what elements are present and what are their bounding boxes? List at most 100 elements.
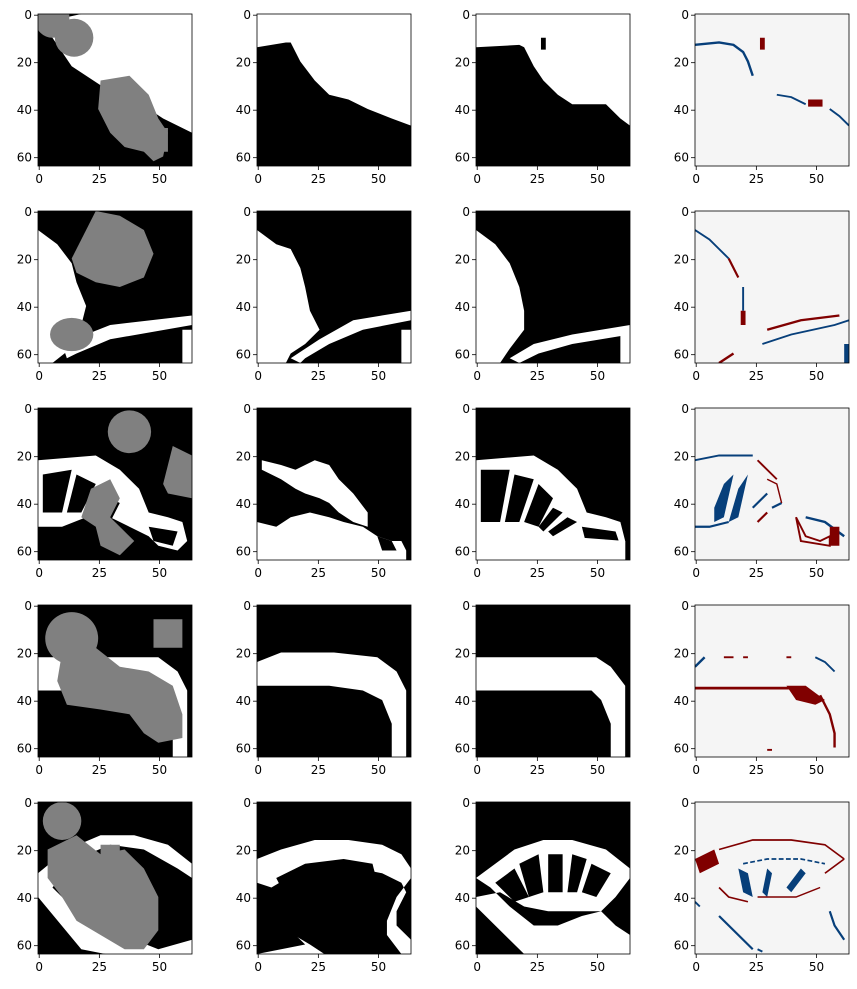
y-tick-label: 20: [455, 647, 470, 661]
y-tick-label: 0: [462, 8, 470, 22]
panel-r4-c2: [476, 802, 630, 954]
x-tick-label: 50: [371, 960, 386, 974]
row-4: [38, 802, 849, 954]
x-tick-label: 50: [590, 172, 605, 186]
axes-frame: [37, 13, 193, 167]
y-tick-label: 0: [462, 796, 470, 810]
axes-r0-c2: 0 25 50 0 20 40 60: [455, 8, 631, 186]
y-tick-label: 40: [674, 694, 689, 708]
y-tick-label: 40: [455, 891, 470, 905]
x-tick-label: 50: [371, 369, 386, 383]
y-tick-label: 0: [24, 205, 32, 219]
axes-frame: [475, 407, 631, 561]
y-tick-label: 60: [17, 742, 32, 756]
y-tick-label: 0: [24, 599, 32, 613]
y-tick-label: 40: [674, 103, 689, 117]
x-tick-label: 0: [254, 960, 262, 974]
y-tick-label: 60: [455, 545, 470, 559]
y-tick-label: 0: [243, 8, 251, 22]
panel-r2-c2: [476, 408, 630, 560]
y-tick-label: 60: [236, 545, 251, 559]
x-tick-label: 25: [749, 369, 764, 383]
y-tick-label: 0: [681, 599, 689, 613]
x-tick-label: 0: [692, 369, 700, 383]
y-tick-label: 40: [236, 300, 251, 314]
x-tick-label: 50: [371, 172, 386, 186]
y-tick-label: 40: [455, 694, 470, 708]
panel-r2-c1: [257, 408, 411, 560]
y-tick-label: 0: [681, 8, 689, 22]
x-tick-label: 25: [92, 763, 107, 777]
axes-frame: [475, 13, 631, 167]
axes-frame: [694, 13, 850, 167]
x-tick-label: 25: [92, 369, 107, 383]
row-1: [38, 211, 849, 363]
y-tick-label: 20: [455, 56, 470, 70]
y-tick-label: 40: [236, 103, 251, 117]
y-tick-label: 20: [236, 253, 251, 267]
x-tick-label: 50: [152, 369, 167, 383]
panel-r1-c2: [476, 211, 630, 363]
axes-r4-c0: 0 25 50 0 20 40 60: [17, 796, 193, 974]
y-tick-label: 20: [17, 56, 32, 70]
axes-frame: [694, 604, 850, 758]
y-tick-label: 0: [462, 205, 470, 219]
x-tick-label: 25: [749, 960, 764, 974]
y-tick-label: 40: [236, 891, 251, 905]
y-tick-label: 20: [236, 450, 251, 464]
axes-r1-c2: 0 25 50 0 20 40 60: [455, 205, 631, 383]
y-tick-label: 0: [24, 796, 32, 810]
axes-r2-c1: 0 25 50 0 20 40 60: [236, 402, 412, 580]
y-tick-label: 20: [455, 253, 470, 267]
panel-r1-c0: [38, 211, 192, 363]
y-tick-label: 0: [24, 402, 32, 416]
axes-frame: [37, 801, 193, 955]
y-tick-label: 60: [455, 742, 470, 756]
axes-frame: [37, 210, 193, 364]
y-tick-label: 20: [455, 844, 470, 858]
x-tick-label: 25: [749, 763, 764, 777]
y-tick-label: 60: [236, 151, 251, 165]
x-tick-label: 25: [530, 369, 545, 383]
axes-r0-c0: 0 25 50 0 20 40 60: [17, 8, 193, 186]
y-tick-label: 0: [243, 796, 251, 810]
axes-frame: [475, 604, 631, 758]
x-tick-label: 0: [692, 763, 700, 777]
y-tick-label: 0: [24, 8, 32, 22]
panel-r3-c0: [38, 605, 192, 757]
panel-r4-c0: [38, 802, 192, 954]
axes-r4-c2: 0 25 50 0 20 40 60: [455, 796, 631, 974]
axes-r1-c3: 0 25 50 0 20 40 60: [674, 205, 850, 383]
row-2: [38, 408, 849, 560]
y-tick-label: 60: [17, 939, 32, 953]
y-tick-label: 60: [674, 151, 689, 165]
row-3: [38, 605, 849, 757]
y-tick-label: 60: [455, 151, 470, 165]
y-tick-label: 40: [17, 497, 32, 511]
panel-r0-c1: [257, 14, 411, 166]
x-tick-label: 0: [473, 172, 481, 186]
axes-frame: [475, 801, 631, 955]
x-tick-label: 0: [473, 566, 481, 580]
x-tick-label: 0: [473, 960, 481, 974]
y-tick-label: 40: [236, 497, 251, 511]
axes-frame: [256, 13, 412, 167]
x-tick-label: 50: [809, 566, 824, 580]
x-tick-label: 25: [530, 960, 545, 974]
x-tick-label: 50: [152, 763, 167, 777]
axes-r1-c0: 0 25 50 0 20 40 60: [17, 205, 193, 383]
y-tick-label: 40: [17, 694, 32, 708]
x-tick-label: 50: [809, 763, 824, 777]
y-tick-label: 20: [236, 647, 251, 661]
y-tick-label: 40: [674, 497, 689, 511]
x-tick-label: 25: [311, 172, 326, 186]
y-tick-label: 40: [17, 300, 32, 314]
y-tick-label: 20: [674, 253, 689, 267]
x-tick-label: 50: [809, 172, 824, 186]
x-tick-label: 25: [530, 763, 545, 777]
x-tick-label: 25: [92, 172, 107, 186]
y-tick-label: 20: [17, 647, 32, 661]
y-tick-label: 0: [681, 796, 689, 810]
axes-r2-c2: 0 25 50 0 20 40 60: [455, 402, 631, 580]
